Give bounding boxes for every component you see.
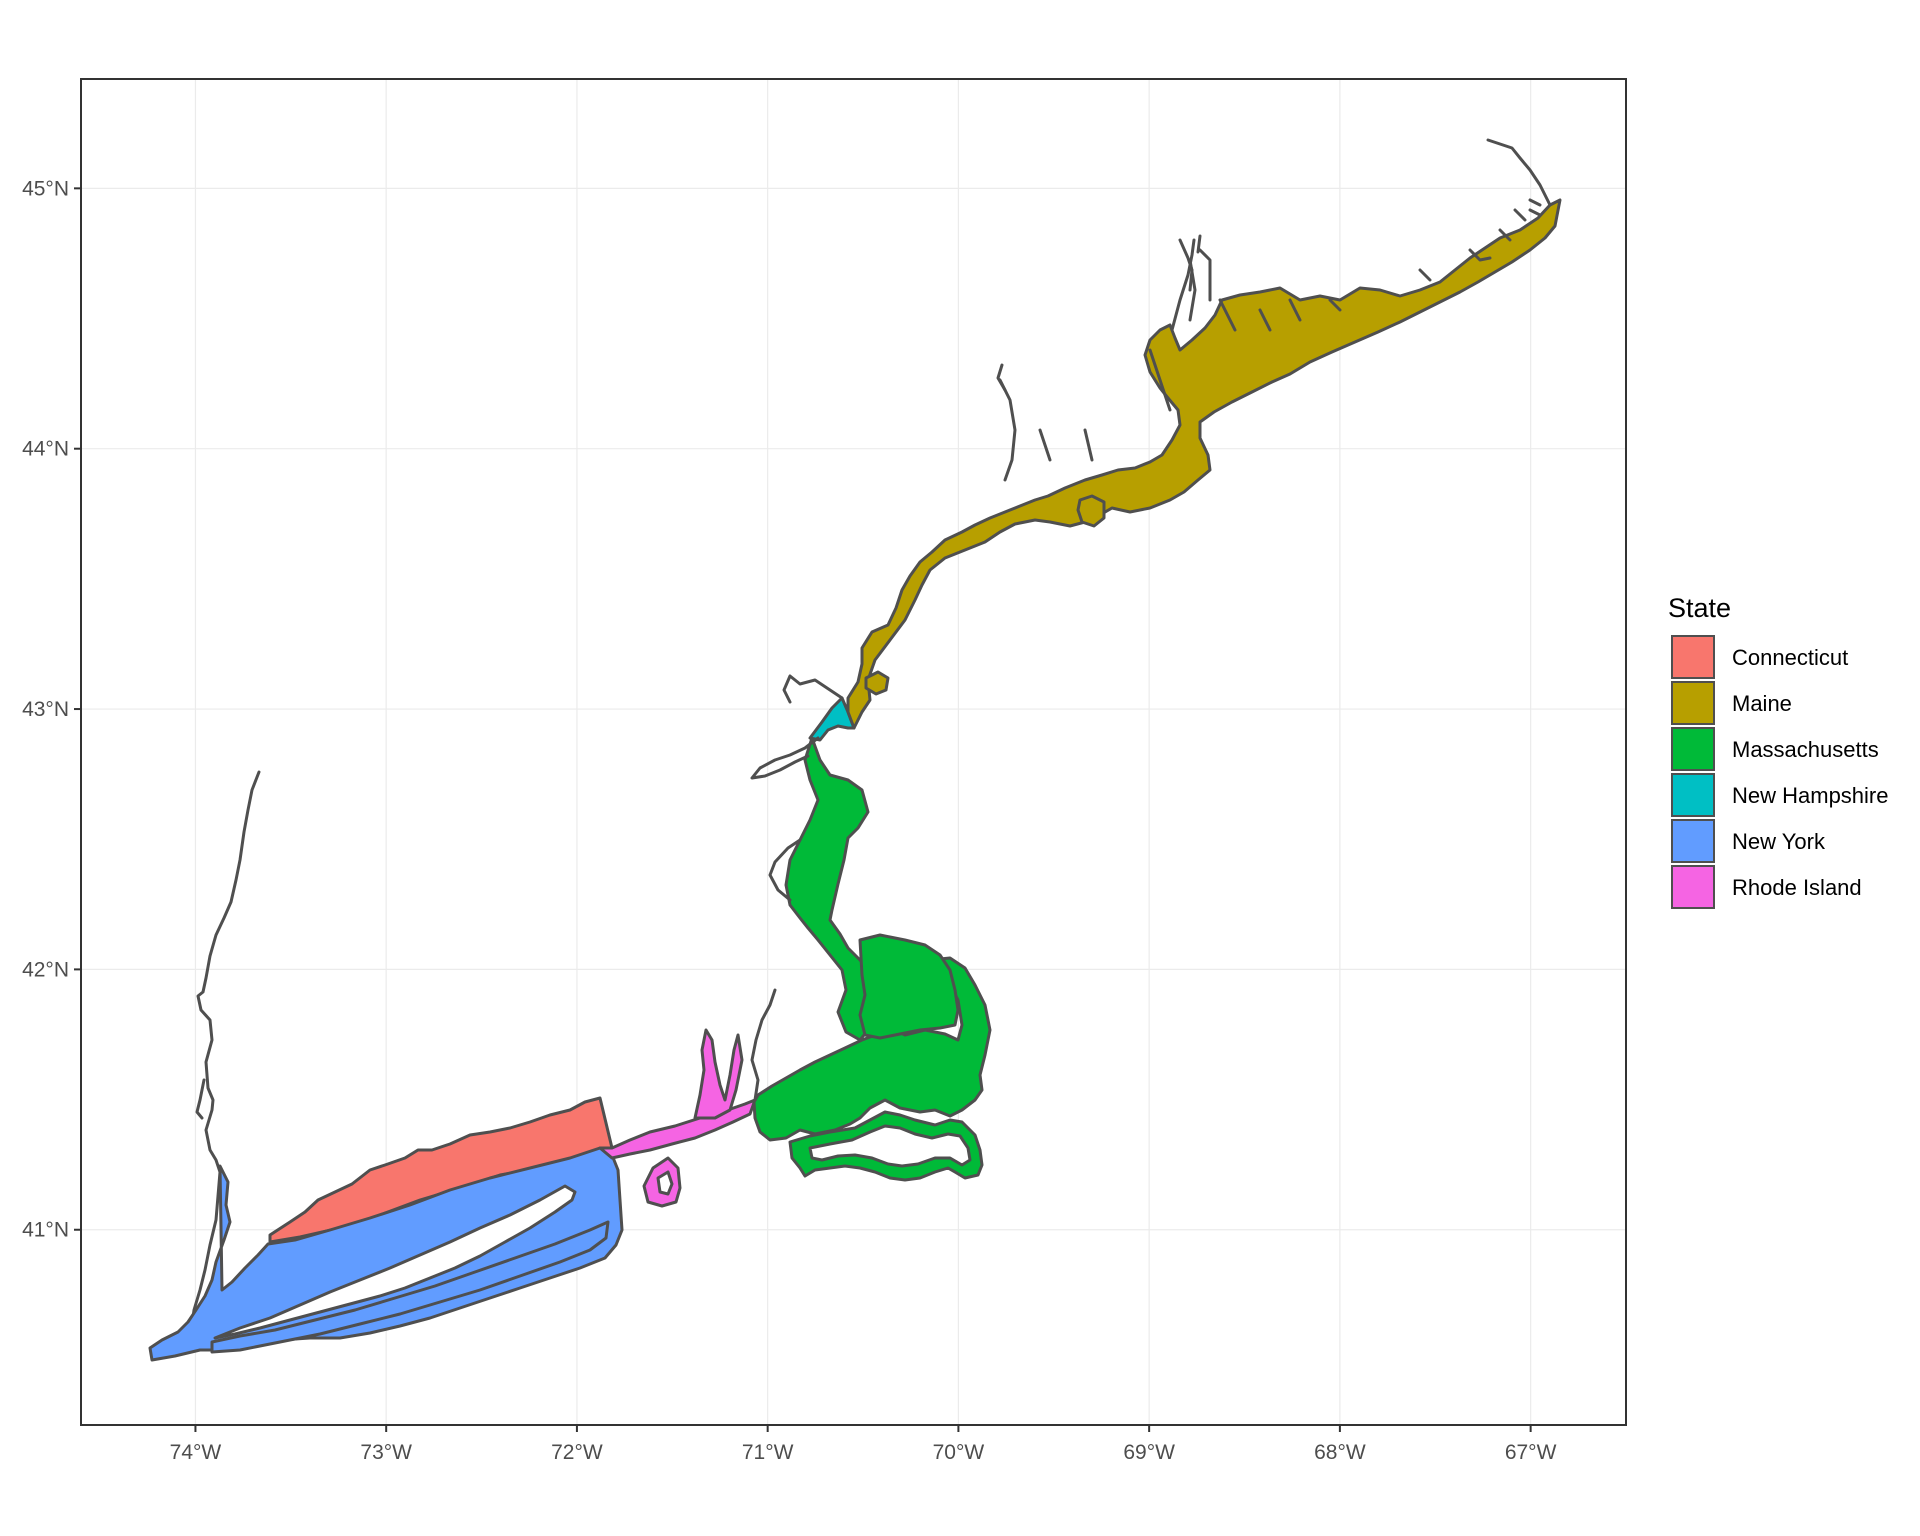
nh-salmon-falls xyxy=(782,674,844,704)
legend-swatch xyxy=(1671,727,1715,771)
x-tick-label: 69°W xyxy=(1123,1441,1175,1464)
maine-estuaries xyxy=(998,198,1542,482)
legend-label: New York xyxy=(1732,829,1826,854)
long-island-inner-outline xyxy=(213,1184,577,1340)
islands-massachusetts-hole xyxy=(808,1124,972,1168)
y-tick-label: 45°N xyxy=(22,177,69,200)
y-axis: 41°N 42°N 43°N 44°N 45°N xyxy=(22,177,81,1242)
y-tick-label: 43°N xyxy=(22,698,69,721)
legend-label: Massachusetts xyxy=(1732,737,1879,762)
legend-swatch xyxy=(1671,865,1715,909)
x-tick-label: 70°W xyxy=(933,1441,985,1464)
legend: State Connecticut Maine Massachusetts New H… xyxy=(1668,593,1889,909)
x-tick-label: 67°W xyxy=(1505,1441,1557,1464)
x-tick-label: 74°W xyxy=(170,1441,222,1464)
x-tick-label: 71°W xyxy=(742,1441,794,1464)
legend-title: State xyxy=(1668,593,1731,623)
state-regions xyxy=(148,138,1562,1362)
plot-panel-border xyxy=(80,78,1627,1426)
x-tick-label: 72°W xyxy=(551,1441,603,1464)
narragansett-bay xyxy=(693,1028,744,1120)
ny-west-outline xyxy=(195,1078,206,1120)
y-tick-label: 44°N xyxy=(22,438,69,461)
long-island-south-shore xyxy=(210,1220,610,1354)
legend-swatch xyxy=(1671,773,1715,817)
ma-taunton xyxy=(750,988,777,1102)
legend-label: New Hampshire xyxy=(1732,783,1889,808)
maine-penobscot-river xyxy=(1170,238,1196,332)
x-tick-label: 68°W xyxy=(1314,1441,1366,1464)
x-tick-label: 73°W xyxy=(360,1441,412,1464)
legend-label: Maine xyxy=(1732,691,1792,716)
y-tick-label: 42°N xyxy=(22,958,69,981)
maine-st-croix-river xyxy=(1486,138,1552,217)
new-york-region xyxy=(148,1146,624,1362)
x-axis: 74°W 73°W 72°W 71°W 70°W 69°W 68°W 67°W xyxy=(170,1425,1557,1464)
maine-region xyxy=(846,198,1562,730)
legend-swatch xyxy=(1671,819,1715,863)
legend-swatch xyxy=(1671,635,1715,679)
legend-label: Rhode Island xyxy=(1732,875,1862,900)
ma-merrimack xyxy=(750,736,820,780)
block-island-inner xyxy=(656,1170,674,1196)
legend-label: Connecticut xyxy=(1732,645,1848,670)
ma-boston-harbor xyxy=(768,838,802,902)
hudson-river-outline xyxy=(190,770,261,1327)
cape-cod-bay xyxy=(858,933,960,1040)
y-tick-label: 41°N xyxy=(22,1219,69,1242)
legend-swatch xyxy=(1671,681,1715,725)
maine-island-monhegan xyxy=(1076,494,1106,528)
maine-island-boon xyxy=(864,670,890,696)
